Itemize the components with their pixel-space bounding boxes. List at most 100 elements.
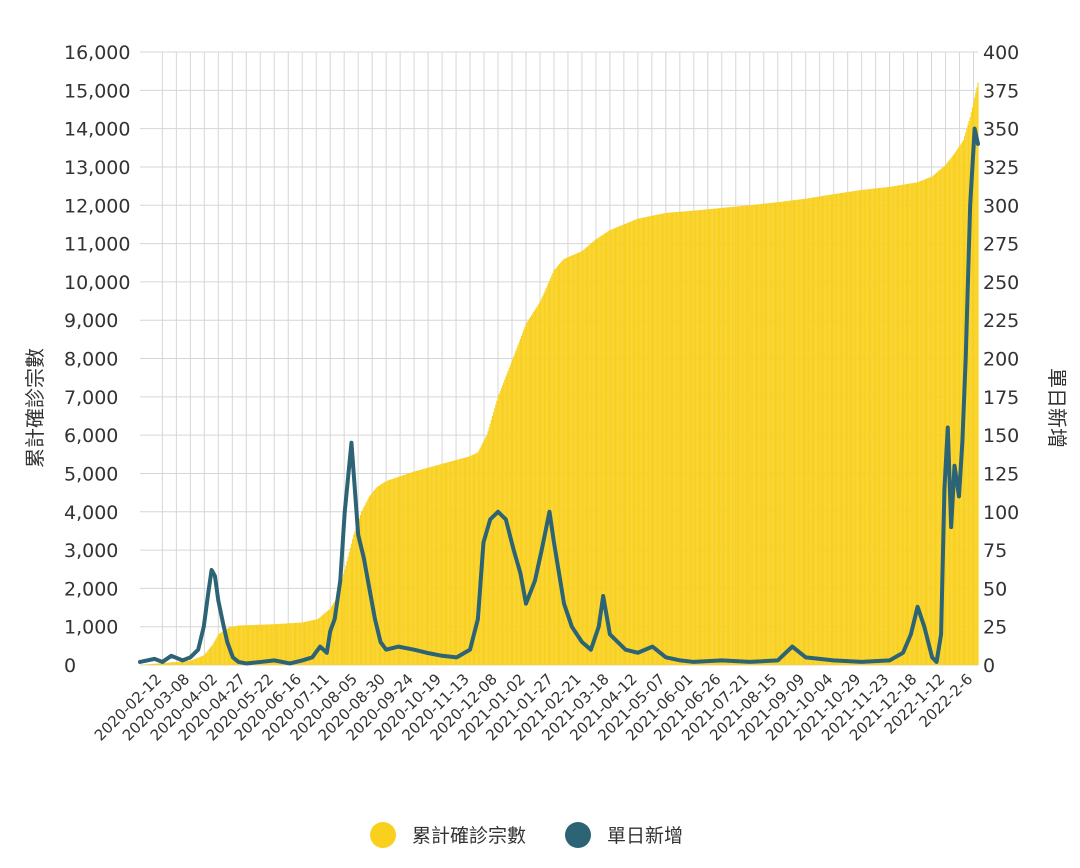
cumulative-bar: [498, 393, 500, 665]
cumulative-bar: [433, 466, 435, 665]
cumulative-bar: [746, 205, 749, 665]
cumulative-bar: [405, 474, 407, 665]
cumulative-bar: [378, 485, 381, 665]
cumulative-bar: [157, 663, 159, 665]
cumulative-bar: [309, 620, 311, 665]
cumulative-bar: [462, 458, 464, 665]
cumulative-bar: [492, 412, 495, 665]
cumulative-bar: [773, 202, 775, 666]
cumulative-bar: [345, 565, 347, 665]
cumulative-bar: [941, 167, 943, 665]
cumulative-bar: [574, 254, 576, 665]
right-tick-label: 300: [983, 195, 1019, 217]
cumulative-bar: [155, 663, 157, 665]
cumulative-bar: [317, 619, 319, 665]
cumulative-bar: [478, 450, 480, 665]
left-tick-label: 16,000: [64, 42, 130, 64]
cumulative-bar: [785, 201, 787, 665]
cumulative-bar: [404, 474, 406, 665]
right-tick-label: 275: [983, 234, 1019, 256]
cumulative-bar: [697, 210, 699, 665]
cumulative-bar: [724, 207, 726, 666]
cumulative-bar: [335, 599, 337, 665]
cumulative-bar: [517, 344, 519, 665]
cumulative-bar: [552, 272, 554, 665]
cumulative-bar: [458, 459, 460, 665]
cumulative-bar: [283, 623, 285, 665]
cumulative-bar: [727, 207, 730, 666]
cumulative-bar: [894, 185, 896, 665]
cumulative-bar: [890, 186, 892, 665]
cumulative-bar: [908, 183, 910, 666]
cumulative-bar: [296, 622, 298, 665]
cumulative-bar: [682, 211, 684, 665]
left-axis-title: 累計確診宗數: [23, 348, 47, 468]
cumulative-bar: [308, 621, 310, 665]
cumulative-bar: [547, 283, 549, 665]
cumulative-bar: [532, 313, 534, 665]
cumulative-bar: [761, 203, 763, 665]
cumulative-bar: [217, 634, 219, 665]
cumulative-bar: [461, 458, 463, 665]
cumulative-bar: [845, 192, 847, 666]
cumulative-bar: [873, 188, 875, 665]
cumulative-bar: [755, 204, 758, 665]
cumulative-bar: [592, 241, 594, 665]
cumulative-bar: [363, 507, 365, 665]
cumulative-bar: [895, 185, 897, 665]
cumulative-bar: [705, 209, 707, 665]
cumulative-bar: [290, 623, 292, 665]
cumulative-bar: [905, 184, 907, 665]
cumulative-bar: [353, 534, 355, 665]
cumulative-bar: [793, 200, 796, 665]
cumulative-bar: [237, 625, 240, 665]
cumulative-bar: [536, 306, 538, 665]
cumulative-bar: [281, 623, 283, 665]
cumulative-bar: [871, 188, 873, 665]
left-tick-label: 10,000: [64, 272, 130, 294]
right-tick-label: 250: [983, 272, 1019, 294]
cumulative-bar: [242, 625, 244, 665]
cumulative-bar: [488, 427, 490, 665]
cumulative-bar: [622, 224, 624, 665]
cumulative-bar: [814, 197, 816, 665]
cumulative-bar: [809, 198, 811, 665]
cumulative-bar: [703, 209, 705, 665]
cumulative-bar: [807, 198, 809, 665]
cumulative-bar: [150, 664, 152, 665]
cumulative-bar: [925, 178, 928, 666]
cumulative-bar: [526, 322, 528, 665]
cumulative-bar: [685, 211, 687, 665]
cumulative-bar: [444, 462, 447, 665]
left-tick-label: 14,000: [64, 119, 130, 141]
cumulative-bar: [846, 192, 848, 665]
cumulative-bar: [441, 463, 443, 665]
cumulative-bar: [804, 198, 806, 665]
cumulative-bar: [357, 521, 359, 665]
cumulative-bar: [938, 170, 940, 665]
cumulative-bar: [147, 664, 149, 665]
cumulative-bar: [421, 469, 423, 665]
cumulative-bar: [460, 458, 462, 665]
cumulative-bar: [875, 188, 877, 665]
cumulative-bar: [324, 613, 326, 665]
cumulative-bar: [344, 569, 346, 665]
cumulative-bar: [331, 605, 334, 665]
cumulative-bar: [302, 622, 304, 665]
cumulative-bar: [542, 295, 544, 665]
cumulative-bar: [466, 457, 468, 665]
cumulative-bar: [243, 625, 245, 665]
cumulative-bar: [800, 199, 802, 666]
legend-swatch-daily-new: [565, 822, 591, 848]
cumulative-bar: [929, 177, 931, 665]
cumulative-bar: [149, 664, 151, 665]
cumulative-bar: [382, 483, 384, 665]
cumulative-bar: [321, 615, 323, 665]
cumulative-bar: [312, 620, 314, 665]
cumulative-bar: [454, 460, 457, 665]
cumulative-bar: [264, 624, 266, 665]
cumulative-bar: [476, 452, 478, 665]
cumulative-bar: [651, 215, 653, 666]
cumulative-bar: [878, 187, 881, 665]
cumulative-bar: [604, 233, 607, 665]
